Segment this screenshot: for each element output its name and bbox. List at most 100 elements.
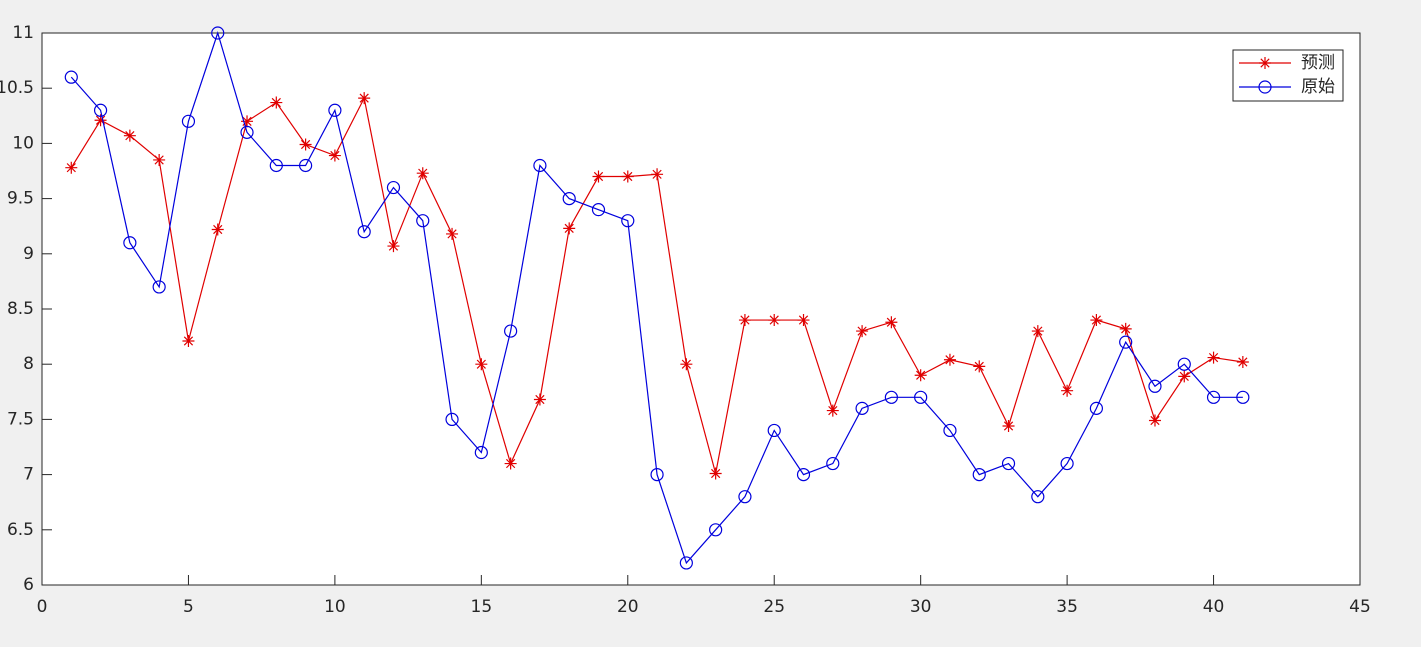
marker [621, 214, 635, 228]
marker [826, 404, 839, 417]
marker [885, 316, 898, 329]
marker [767, 423, 781, 438]
x-tick-label: 20 [617, 597, 639, 617]
x-tick-label: 35 [1056, 597, 1078, 617]
marker [123, 236, 137, 250]
y-tick-label: 8.5 [7, 299, 34, 319]
marker [386, 180, 401, 195]
marker [416, 167, 429, 180]
y-tick-label: 8 [23, 354, 34, 374]
marker [679, 556, 693, 570]
marker [241, 115, 254, 128]
marker [211, 26, 225, 40]
marker [533, 393, 546, 406]
marker [240, 125, 254, 139]
marker [1001, 456, 1016, 471]
marker [1061, 384, 1074, 397]
marker [1119, 335, 1133, 349]
plot-area [41, 32, 1361, 586]
marker [211, 223, 224, 236]
marker [328, 103, 342, 117]
legend-box [1232, 49, 1344, 102]
marker [768, 314, 781, 327]
x-tick-label: 40 [1203, 597, 1225, 617]
marker [152, 280, 166, 294]
legend-label: 原始 [1301, 77, 1335, 97]
marker [269, 158, 283, 173]
marker [270, 96, 283, 109]
marker [64, 70, 78, 84]
marker [1119, 322, 1132, 335]
marker [299, 138, 312, 151]
marker [592, 170, 605, 183]
marker [1206, 390, 1221, 404]
legend-label: 预测 [1301, 53, 1335, 73]
marker [1148, 414, 1161, 427]
x-tick-label: 25 [763, 597, 785, 617]
marker [591, 203, 606, 217]
marker [914, 369, 927, 382]
y-tick-label: 7 [23, 465, 34, 485]
marker [680, 358, 693, 371]
marker [562, 192, 576, 206]
marker [826, 456, 840, 471]
marker [1089, 401, 1104, 415]
marker [884, 390, 898, 404]
marker [855, 401, 869, 415]
marker [357, 225, 371, 239]
marker [358, 92, 371, 105]
y-tick-label: 7.5 [7, 409, 34, 429]
marker [943, 423, 957, 438]
marker [856, 325, 869, 338]
y-tick-label: 10.5 [0, 78, 34, 98]
x-tick-label: 30 [910, 597, 932, 617]
marker [796, 468, 811, 482]
marker [1178, 370, 1191, 383]
marker [504, 324, 518, 338]
marker [533, 158, 547, 173]
y-tick-label: 9 [23, 244, 34, 264]
marker [1148, 379, 1162, 393]
marker [153, 153, 166, 166]
marker [709, 467, 722, 480]
marker [650, 468, 664, 482]
marker [621, 170, 634, 183]
marker [416, 214, 430, 228]
marker [1090, 314, 1103, 327]
marker [1236, 355, 1249, 368]
marker [1259, 57, 1271, 69]
marker [973, 360, 986, 373]
marker [446, 227, 459, 240]
marker [504, 457, 517, 470]
marker [1207, 351, 1220, 364]
marker [1031, 325, 1044, 338]
marker [709, 523, 723, 537]
marker [182, 335, 195, 348]
x-tick-label: 5 [183, 597, 194, 617]
marker [1031, 490, 1045, 504]
y-tick-label: 10 [12, 133, 34, 153]
marker [299, 158, 313, 173]
marker [328, 149, 341, 162]
x-tick-label: 10 [324, 597, 346, 617]
marker [65, 161, 78, 174]
marker [972, 468, 986, 482]
marker [474, 445, 488, 460]
marker [1177, 357, 1191, 371]
marker [93, 103, 108, 117]
marker [181, 114, 196, 128]
y-tick-label: 11 [12, 23, 34, 43]
x-tick-label: 0 [37, 597, 48, 617]
marker [563, 222, 576, 235]
marker [445, 412, 459, 426]
marker [738, 314, 751, 327]
marker [1060, 456, 1074, 471]
marker [1236, 390, 1250, 404]
marker [943, 353, 956, 366]
marker [738, 490, 752, 504]
marker [94, 114, 107, 127]
marker [123, 129, 136, 142]
y-tick-label: 9.5 [7, 189, 34, 209]
y-tick-label: 6 [23, 575, 34, 595]
